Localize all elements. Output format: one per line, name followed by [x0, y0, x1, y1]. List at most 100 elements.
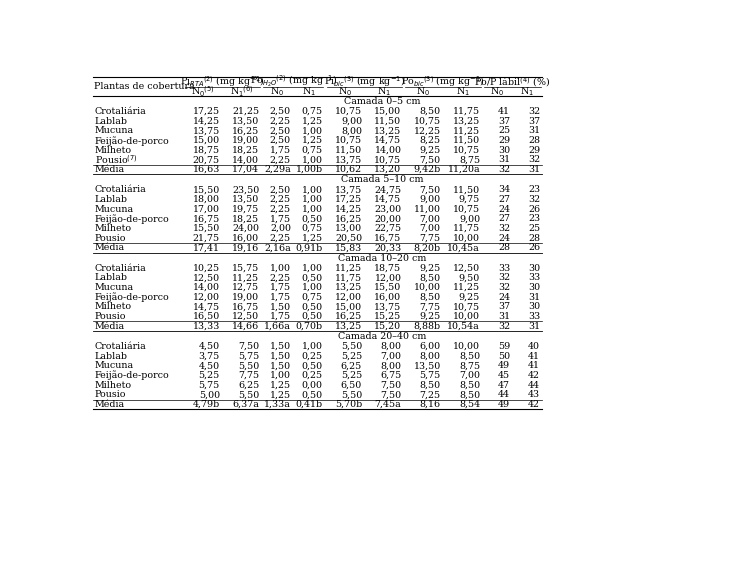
- Text: 2,25: 2,25: [270, 205, 291, 214]
- Text: Média: Média: [95, 244, 125, 252]
- Text: 45: 45: [498, 371, 510, 380]
- Text: 5,50: 5,50: [238, 391, 259, 399]
- Text: 7,00: 7,00: [420, 224, 441, 233]
- Text: 1,75: 1,75: [270, 214, 291, 224]
- Text: 10,75: 10,75: [335, 107, 362, 116]
- Text: 14,00: 14,00: [232, 155, 259, 165]
- Text: 16,25: 16,25: [335, 312, 362, 321]
- Text: Mucuna: Mucuna: [95, 361, 134, 370]
- Text: 1,00b: 1,00b: [295, 165, 323, 174]
- Text: 32: 32: [528, 107, 540, 116]
- Text: N$_0$: N$_0$: [416, 85, 430, 98]
- Text: 11,25: 11,25: [453, 283, 480, 292]
- Text: 7,00: 7,00: [380, 352, 401, 361]
- Text: 28: 28: [528, 136, 540, 145]
- Text: 11,25: 11,25: [232, 273, 259, 283]
- Text: 30: 30: [498, 146, 510, 155]
- Text: 7,45a: 7,45a: [374, 400, 401, 409]
- Text: 1,00: 1,00: [302, 283, 323, 292]
- Text: Crotaliária: Crotaliária: [95, 186, 147, 194]
- Text: Média: Média: [95, 400, 125, 409]
- Text: 1,25: 1,25: [270, 391, 291, 399]
- Text: 1,00: 1,00: [302, 127, 323, 135]
- Text: Feijão-de-porco: Feijão-de-porco: [95, 214, 170, 224]
- Text: 10,00: 10,00: [453, 312, 480, 321]
- Text: 27: 27: [498, 214, 510, 224]
- Text: 9,25: 9,25: [459, 293, 480, 302]
- Text: 10,75: 10,75: [335, 136, 362, 145]
- Text: 1,66a: 1,66a: [264, 322, 291, 331]
- Text: 10,75: 10,75: [453, 205, 480, 214]
- Text: 10,00: 10,00: [453, 234, 480, 243]
- Text: N$_0$: N$_0$: [338, 85, 352, 98]
- Text: 31: 31: [528, 293, 540, 302]
- Text: 8,50: 8,50: [459, 391, 480, 399]
- Text: 16,00: 16,00: [232, 234, 259, 243]
- Text: 0,50: 0,50: [301, 361, 323, 370]
- Text: 5,75: 5,75: [419, 371, 441, 380]
- Text: 0,75: 0,75: [301, 293, 323, 302]
- Text: 0,75: 0,75: [301, 146, 323, 155]
- Text: 42: 42: [528, 400, 540, 409]
- Text: Média: Média: [95, 322, 125, 331]
- Text: 9,00: 9,00: [341, 117, 362, 126]
- Text: 14,00: 14,00: [374, 146, 401, 155]
- Text: 30: 30: [528, 264, 540, 273]
- Text: 2,25: 2,25: [270, 273, 291, 283]
- Text: 11,50: 11,50: [453, 136, 480, 145]
- Text: 8,00: 8,00: [380, 342, 401, 351]
- Text: 15,25: 15,25: [374, 312, 401, 321]
- Text: 15,50: 15,50: [374, 283, 401, 292]
- Text: Camada 10–20 cm: Camada 10–20 cm: [338, 253, 427, 263]
- Text: 5,75: 5,75: [238, 352, 259, 361]
- Text: 15,00: 15,00: [192, 136, 220, 145]
- Text: 43: 43: [528, 391, 540, 399]
- Text: 30: 30: [528, 283, 540, 292]
- Text: 8,00: 8,00: [420, 352, 441, 361]
- Text: 8,50: 8,50: [459, 381, 480, 390]
- Text: 18,75: 18,75: [374, 264, 401, 273]
- Text: 8,00: 8,00: [380, 361, 401, 370]
- Text: 13,20: 13,20: [374, 165, 401, 174]
- Text: 13,25: 13,25: [374, 127, 401, 135]
- Text: 30: 30: [528, 303, 540, 311]
- Text: 33: 33: [528, 312, 540, 321]
- Text: 11,20a: 11,20a: [448, 165, 480, 174]
- Text: 19,16: 19,16: [232, 244, 259, 252]
- Text: 13,75: 13,75: [192, 127, 220, 135]
- Text: 5,25: 5,25: [341, 371, 362, 380]
- Text: 13,50: 13,50: [413, 361, 441, 370]
- Text: Pousio: Pousio: [95, 312, 127, 321]
- Text: 20,50: 20,50: [335, 234, 362, 243]
- Text: 5,25: 5,25: [341, 352, 362, 361]
- Text: 4,50: 4,50: [198, 342, 220, 351]
- Text: 19,75: 19,75: [232, 205, 259, 214]
- Text: Milheto: Milheto: [95, 381, 132, 390]
- Text: 0,25: 0,25: [301, 352, 323, 361]
- Text: 6,50: 6,50: [341, 381, 362, 390]
- Text: Crotaliária: Crotaliária: [95, 342, 147, 351]
- Text: Crotaliária: Crotaliária: [95, 264, 147, 273]
- Text: 15,50: 15,50: [192, 224, 220, 233]
- Text: 8,16: 8,16: [419, 400, 441, 409]
- Text: 0,75: 0,75: [301, 107, 323, 116]
- Text: 8,54: 8,54: [459, 400, 480, 409]
- Text: 6,25: 6,25: [238, 381, 259, 390]
- Text: Po/P lábil$^{(4)}$ (%): Po/P lábil$^{(4)}$ (%): [474, 75, 551, 89]
- Text: 2,29a: 2,29a: [264, 165, 291, 174]
- Text: 0,50: 0,50: [301, 303, 323, 311]
- Text: 9,42b: 9,42b: [413, 165, 441, 174]
- Text: 31: 31: [498, 312, 510, 321]
- Text: 2,00: 2,00: [270, 224, 291, 233]
- Text: 28: 28: [498, 244, 510, 252]
- Text: 1,00: 1,00: [302, 155, 323, 165]
- Text: 7,50: 7,50: [380, 391, 401, 399]
- Text: 14,00: 14,00: [193, 283, 220, 292]
- Text: 1,50: 1,50: [270, 342, 291, 351]
- Text: 8,75: 8,75: [459, 361, 480, 370]
- Text: 0,00: 0,00: [302, 381, 323, 390]
- Text: N$_1$: N$_1$: [521, 85, 534, 98]
- Text: 5,00: 5,00: [198, 391, 220, 399]
- Text: 27: 27: [498, 195, 510, 204]
- Text: 41: 41: [498, 107, 510, 116]
